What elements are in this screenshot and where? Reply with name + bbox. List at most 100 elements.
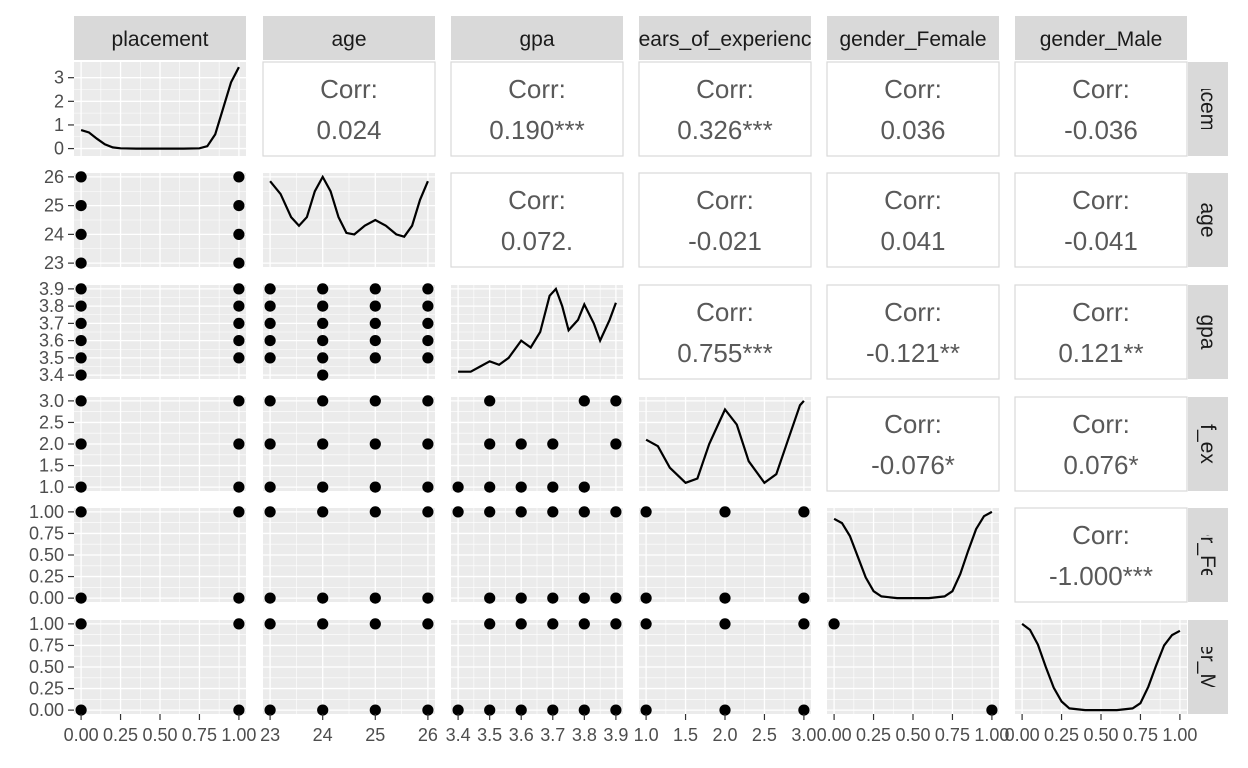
y-tick-label: 1 <box>54 115 64 135</box>
scatter-point <box>422 352 434 364</box>
column-strip-label: gender_Male <box>1040 28 1163 51</box>
corr-value: 0.036 <box>880 115 945 145</box>
scatter-point <box>233 171 245 183</box>
scatter-point <box>233 395 245 407</box>
y-axis-placement: 0 1 2 3 <box>54 68 74 159</box>
scatter-point <box>317 704 329 716</box>
x-axis-age: 23 24 25 26 <box>260 714 438 745</box>
scatter-point <box>369 283 381 295</box>
scatter-point <box>484 395 496 407</box>
y-tick-label: 23 <box>44 253 64 273</box>
y-tick-label: 0 <box>54 139 64 159</box>
y-axis-gender_Female: 0.000.250.500.751.00 <box>29 502 74 608</box>
row-strip-background <box>1188 397 1228 491</box>
column-strip-background <box>1015 16 1187 60</box>
scatter-point <box>640 592 652 604</box>
scatter-point <box>317 395 329 407</box>
scatter-point <box>75 335 87 347</box>
column-strip-gpa: gpa <box>451 16 623 60</box>
scatter-point <box>233 228 245 240</box>
scatter-point <box>75 618 87 630</box>
scatter-point <box>317 283 329 295</box>
corr-label: Corr: <box>508 185 566 215</box>
x-tick-label: 3.7 <box>540 725 565 745</box>
scatter-point <box>369 704 381 716</box>
density-curve-gpa <box>458 286 617 373</box>
y-tick-label: 0.00 <box>29 700 64 720</box>
column-strip-years_of_experience: ears_of_experienc <box>639 16 811 60</box>
panel-grid <box>74 173 246 267</box>
scatter-point <box>75 257 87 269</box>
panel-grid <box>263 620 435 714</box>
corr-panel-years_of_experience-gender_Male <box>1014 396 1188 492</box>
corr-panel-placement-gender_Female <box>826 61 1000 157</box>
scatter-point <box>233 300 245 312</box>
y-tick-label: 0.50 <box>29 545 64 565</box>
corr-panel-gender_Female-gender_Male <box>1014 507 1188 603</box>
y-tick-label: 3.0 <box>39 391 64 411</box>
scatter-point <box>798 506 810 518</box>
panel-grid <box>451 285 623 379</box>
scatter-point <box>798 704 810 716</box>
panel-grid <box>451 397 623 491</box>
scatter-point <box>422 481 434 493</box>
scatter-point <box>264 618 276 630</box>
scatter-point <box>317 592 329 604</box>
scatter-point <box>798 592 810 604</box>
y-tick-label: 26 <box>44 167 64 187</box>
column-strip-background <box>451 16 623 60</box>
x-tick-label: 0.50 <box>142 725 177 745</box>
x-tick-label: 1.0 <box>634 725 659 745</box>
scatter-point <box>317 352 329 364</box>
density-curve-gender_Female <box>833 510 993 600</box>
scatter-point <box>264 506 276 518</box>
panel-grid <box>74 397 246 491</box>
scatter-point <box>719 592 731 604</box>
scatter-point <box>369 335 381 347</box>
scatter-point <box>264 283 276 295</box>
scatter-point <box>547 618 559 630</box>
scatter-gender_Female-vs-years_of_experience <box>640 506 810 604</box>
y-tick-label: 3.5 <box>39 348 64 368</box>
row-strip-label: placemen <box>1196 63 1219 154</box>
scatter-point <box>578 481 590 493</box>
scatter-point <box>515 592 527 604</box>
scatter-point <box>264 592 276 604</box>
column-strip-background <box>74 16 246 60</box>
scatter-point <box>484 506 496 518</box>
panel-grid <box>451 508 623 602</box>
x-tick-label: 0.25 <box>103 725 138 745</box>
scatter-point <box>75 171 87 183</box>
scatter-point <box>484 438 496 450</box>
corr-value: -0.021 <box>688 226 762 256</box>
corr-panel-age-years_of_experience <box>638 172 812 268</box>
scatter-gender_Female-vs-age <box>264 506 434 604</box>
corr-value: -0.076* <box>871 450 955 480</box>
row-strip-background <box>1188 62 1228 156</box>
corr-value: 0.190*** <box>489 115 584 145</box>
scatter-point <box>719 506 731 518</box>
corr-label: Corr: <box>1072 74 1130 104</box>
scatter-point <box>264 395 276 407</box>
scatter-point <box>452 704 464 716</box>
corr-value: 0.041 <box>880 226 945 256</box>
y-tick-label: 2 <box>54 91 64 111</box>
scatter-point <box>515 704 527 716</box>
row-strip-background <box>1188 173 1228 267</box>
scatter-gender_Female-vs-gpa <box>452 506 622 604</box>
y-axis-gender_Male: 0.000.250.500.751.00 <box>29 614 74 720</box>
row-strip-gender_Male: der_Ma <box>1188 620 1228 714</box>
row-strip-background <box>1188 285 1228 379</box>
x-tick-label: 3.9 <box>603 725 628 745</box>
scatter-point <box>75 228 87 240</box>
scatter-point <box>640 506 652 518</box>
scatter-point <box>233 257 245 269</box>
scatter-point <box>422 283 434 295</box>
scatter-point <box>719 704 731 716</box>
y-tick-label: 2.0 <box>39 434 64 454</box>
y-tick-label: 0.25 <box>29 567 64 587</box>
y-tick-label: 3.6 <box>39 331 64 351</box>
y-axis-age: 23 24 25 26 <box>44 167 74 273</box>
y-tick-label: 0.75 <box>29 635 64 655</box>
scatter-point <box>578 704 590 716</box>
